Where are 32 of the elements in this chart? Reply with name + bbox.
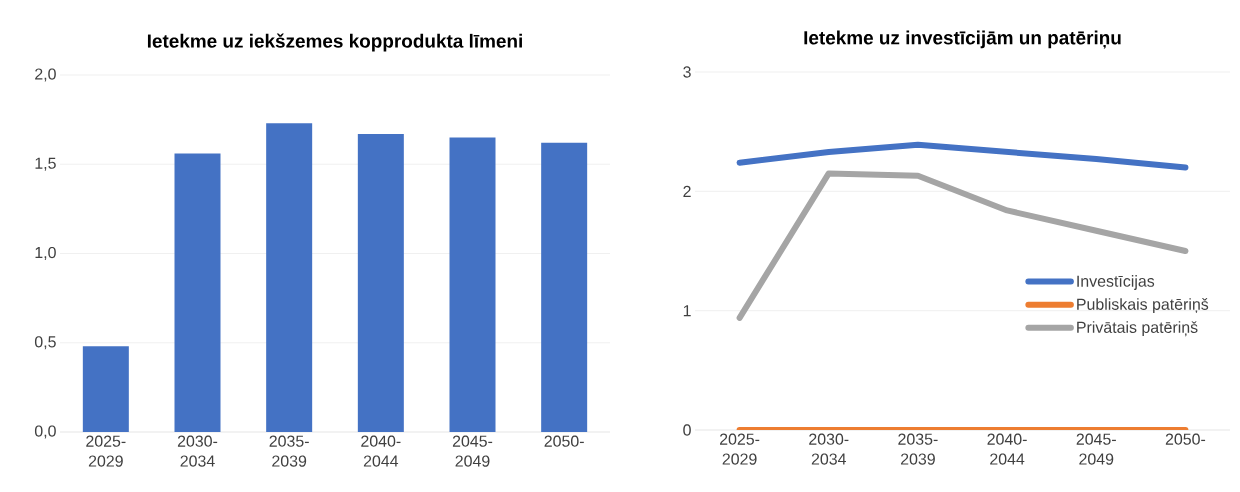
legend-label: Investīcijas [1077,275,1155,290]
x-tick-label: 2025-2029 [720,433,760,465]
x-tick-label: 2040-2044 [361,435,401,467]
y-tick-label: 1,5 [35,157,56,171]
x-tick-label: 2030-2034 [177,435,218,467]
y-tick-label: 1,0 [35,246,56,261]
x-tick-label: 2045-2049 [452,435,493,467]
bar [82,346,129,432]
chart-title: Ietekme uz investīcijām un patēriņu [804,30,1121,49]
x-tick-label: 2025-2029 [86,435,126,467]
y-tick-label: 0 [683,424,691,436]
x-tick-label: 2035-2039 [269,435,309,467]
y-tick-label: 1 [683,305,691,317]
x-tick-label: 2050- [544,435,584,447]
chart-title: Ietekme uz iekšzemes kopprodukta līmeni [147,33,522,52]
y-tick-label: 2,0 [35,68,56,82]
x-tick-label: 2030-2034 [809,433,849,465]
bar [541,142,588,432]
y-tick-label: 2 [683,185,691,197]
bar [266,123,313,432]
y-tick-label: 0,0 [34,425,56,439]
legend-label: Publiskais patēriņš [1077,298,1209,314]
bar [449,137,496,432]
y-tick-label: 0,5 [34,336,56,350]
x-tick-label: 2045-2049 [1076,433,1116,465]
x-tick-label: 2050- [1165,433,1206,445]
bar [174,153,221,432]
x-tick-label: 2040-2044 [987,433,1027,465]
x-tick-label: 2035-2039 [898,433,938,465]
legend-label: Privātais patēriņš [1077,321,1198,337]
y-tick-label: 3 [683,66,691,78]
bar [357,133,404,432]
